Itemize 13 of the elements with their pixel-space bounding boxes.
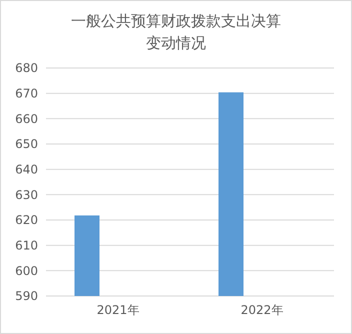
y-tick-label: 660	[15, 112, 38, 126]
y-tick-label: 600	[15, 264, 38, 278]
y-tick-label: 680	[15, 61, 38, 76]
chart-title: 一般公共预算财政拨款支出决算变动情况	[71, 12, 281, 52]
y-tick-label: 640	[15, 162, 38, 177]
y-tick-label: 630	[15, 188, 38, 202]
x-tick-label: 2021年	[96, 303, 140, 317]
y-tick-label: 670	[15, 86, 38, 101]
y-tick-label: 620	[15, 213, 38, 228]
y-tick-label: 610	[15, 238, 38, 253]
x-tick-label: 2022年	[240, 303, 284, 317]
y-tick-label: 590	[15, 289, 38, 304]
y-tick-label: 650	[15, 137, 38, 152]
